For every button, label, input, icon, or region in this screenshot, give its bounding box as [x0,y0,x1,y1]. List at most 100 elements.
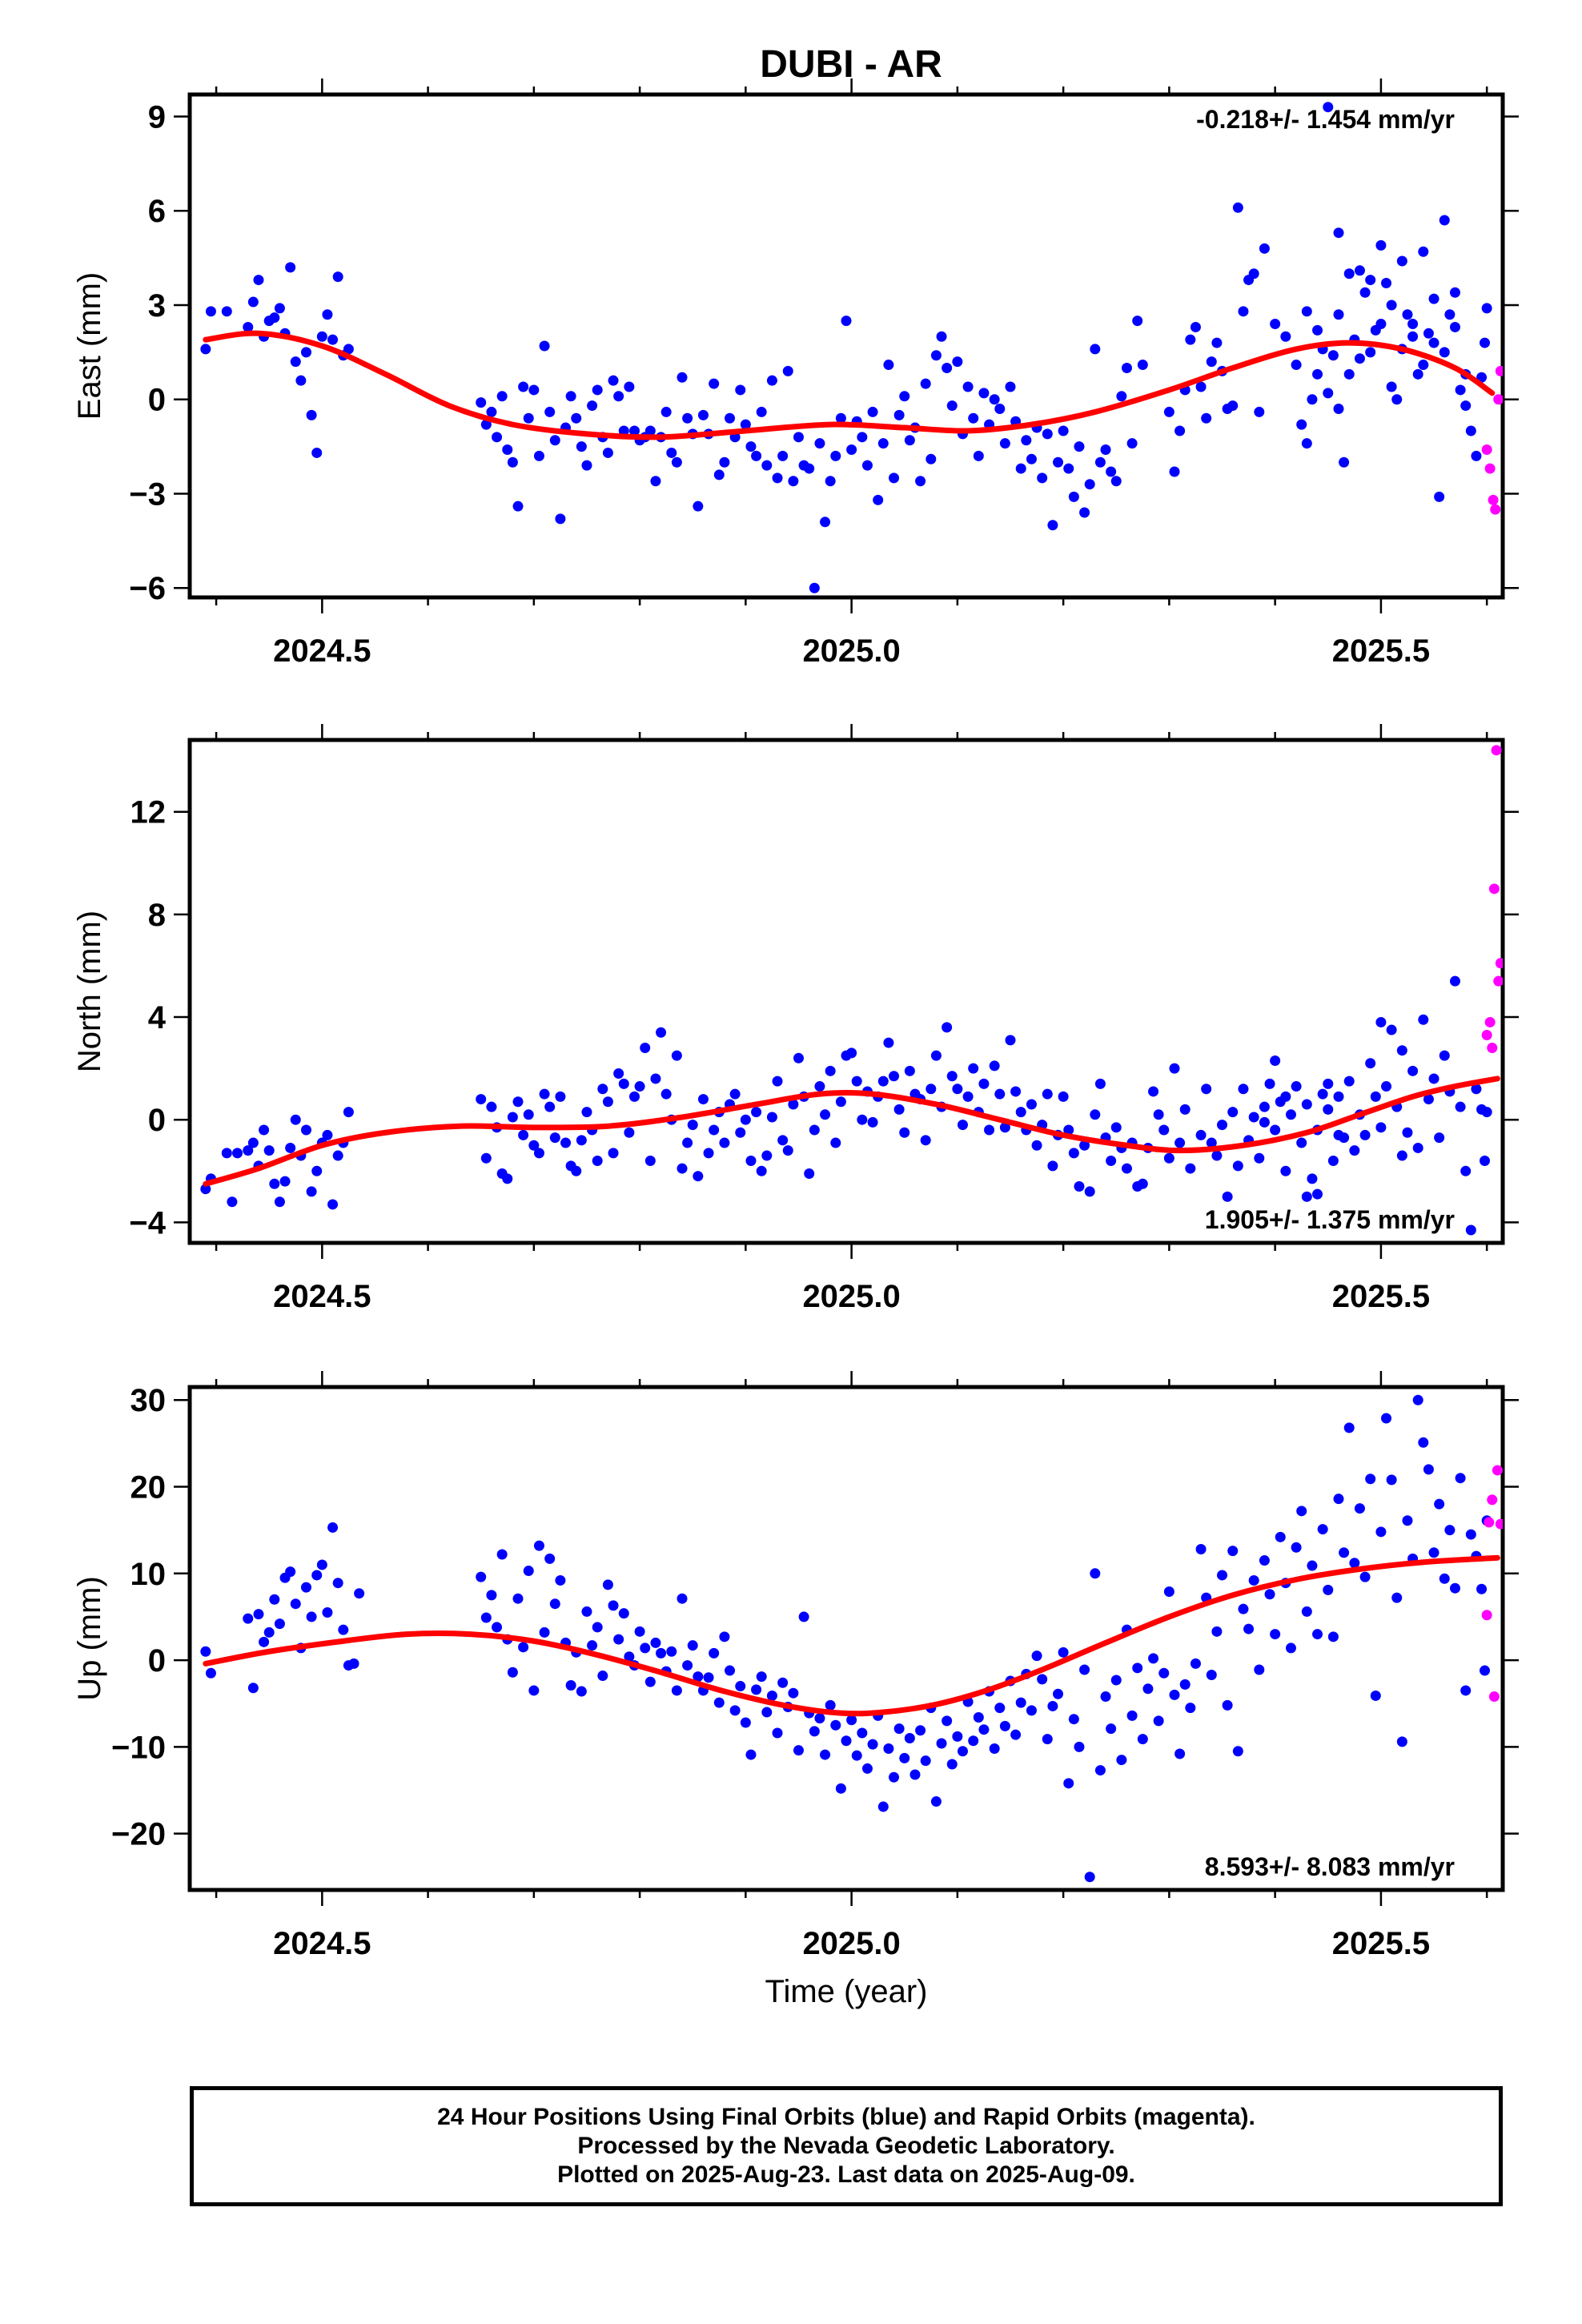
final-orbit-point [1343,368,1355,380]
final-orbit-point [1206,356,1217,368]
y-axis-label: Up (mm) [72,1576,107,1701]
final-orbit-point [1323,1078,1334,1089]
final-orbit-point [1053,456,1064,468]
final-orbit-point [502,444,513,456]
final-orbit-point [1291,1081,1302,1092]
final-orbit-point [777,450,789,461]
final-orbit-point [1343,1422,1355,1433]
final-orbit-point [1068,491,1079,502]
final-orbit-point [1110,1675,1122,1686]
final-orbit-point [1042,1734,1053,1745]
y-axis-label: East (mm) [72,272,107,420]
final-orbit-point [200,1646,211,1657]
rapid-orbit-point [1493,394,1503,405]
final-orbit-point [825,1065,836,1076]
final-orbit-point [512,501,524,512]
final-orbit-point [618,425,629,436]
final-orbit-point [656,1647,667,1659]
final-orbit-point [269,312,280,324]
final-orbit-point [930,350,942,361]
final-orbit-point [300,347,311,358]
final-orbit-point [1026,1099,1037,1110]
final-orbit-point [777,1677,789,1688]
final-orbit-point [1116,391,1127,402]
final-orbit-point [1227,400,1239,412]
final-orbit-point [671,456,682,468]
final-orbit-point [920,1755,931,1767]
final-orbit-point [1307,394,1318,405]
final-orbit-point [713,1697,725,1708]
final-orbit-point [942,362,953,373]
final-orbit-point [644,425,656,436]
final-orbit-point [555,1091,566,1102]
final-orbit-point [1386,381,1397,392]
final-orbit-point [709,1647,720,1659]
final-orbit-point [1359,287,1371,298]
final-orbit-point [1444,309,1456,320]
final-orbit-point [1449,975,1460,987]
final-orbit-point [1142,1683,1154,1695]
final-orbit-point [332,271,343,283]
final-orbit-point [883,1743,894,1755]
up-panel: 2024.5 2025.0 2025.5 −20 −10 0 10 20 30 Up (mm) Ti… [72,1371,1519,2009]
fit-curve [203,1076,1500,1187]
final-orbit-point [745,441,757,452]
final-orbit-point [628,1091,640,1102]
final-orbit-point [581,1107,592,1118]
final-orbit-point [608,375,619,386]
final-orbit-point [327,1522,339,1533]
final-orbit-point [1010,1086,1022,1097]
rapid-orbit-point [1491,745,1502,756]
final-orbit-point [227,1196,238,1208]
final-orbit-point [518,381,529,392]
final-orbit-point [581,1606,592,1617]
final-orbit-point [1343,268,1355,279]
final-orbit-point [899,1127,910,1138]
x-tick-label: 2025.5 [1332,1279,1430,1314]
final-orbit-point [327,334,339,345]
final-orbit-point [1259,243,1270,254]
final-orbit-point [1238,306,1249,317]
rapid-orbit-point [1481,1610,1492,1621]
final-orbit-point [825,1699,836,1711]
final-orbit-point [968,1735,979,1747]
final-orbit-point [1449,321,1460,332]
final-orbit-point [1254,406,1265,417]
y-tick-label: 20 [130,1470,167,1506]
final-orbit-point [1074,1181,1085,1192]
final-orbit-point [1153,1715,1164,1727]
final-orbit-point [1222,1191,1233,1202]
final-orbit-point [1158,1124,1170,1136]
y-tick-label: −3 [129,476,166,512]
final-orbit-point [772,472,783,484]
final-orbit-point [597,1084,608,1095]
x-tick-label: 2025.5 [1332,633,1430,669]
final-orbit-point [1206,1669,1217,1680]
rapid-orbit-point [1488,494,1499,505]
final-orbit-point [1275,1531,1286,1542]
final-orbit-point [247,1137,259,1148]
final-orbit-point [200,1184,211,1195]
final-orbit-point [656,1027,667,1038]
final-orbit-point [1418,246,1429,257]
final-orbit-point [290,356,301,368]
y-tick-label: −4 [129,1205,166,1240]
final-orbit-point [1471,1084,1482,1095]
final-orbit-point [1264,1589,1275,1600]
final-orbit-point [279,1176,291,1187]
final-orbit-point [1217,1570,1228,1581]
final-orbit-point [1301,306,1312,317]
final-orbit-point [846,444,857,456]
final-orbit-point [221,306,232,317]
final-orbit-point [793,1745,804,1756]
final-orbit-point [1465,1224,1476,1236]
final-orbit-point [602,1096,613,1108]
final-orbit-point [930,1796,942,1807]
final-orbit-point [804,463,815,474]
rapid-orbit-point [1495,958,1503,969]
final-orbit-point [1365,1474,1376,1485]
rapid-orbit-point [1488,1691,1500,1703]
final-orbit-point [703,1148,714,1159]
final-orbit-point [523,1566,534,1577]
y-tick-label: 9 [148,99,166,135]
